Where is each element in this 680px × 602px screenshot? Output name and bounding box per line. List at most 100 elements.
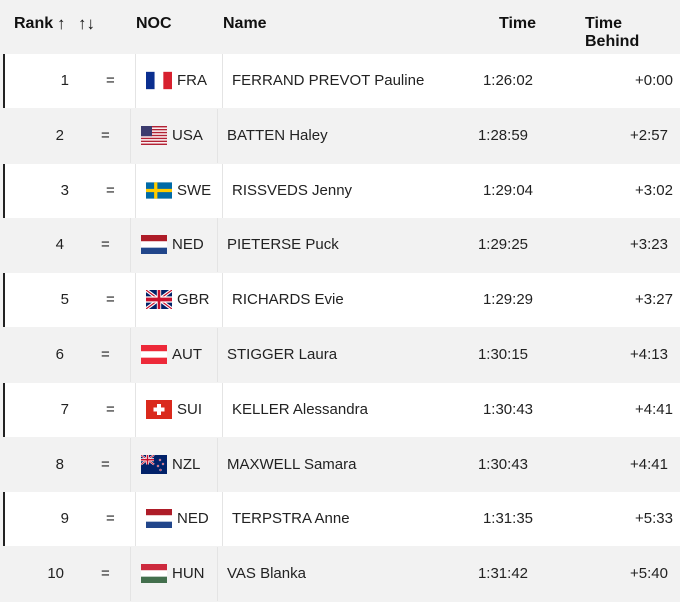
noc-code: AUT — [172, 346, 202, 363]
table-row[interactable]: 5 = GBR RICHARDS Evie 1:29:29 +3:27 — [3, 273, 680, 328]
time-cell: 1:29:25 — [477, 236, 528, 254]
time-behind-cell: +4:13 — [630, 346, 668, 363]
table-row[interactable]: 4 = NED PIETERSE Puck 1:29:25 +3:23 — [0, 218, 680, 273]
time-cell: 1:30:15 — [477, 346, 528, 363]
column-divider — [217, 328, 218, 382]
column-divider — [130, 437, 131, 492]
column-divider — [135, 163, 136, 218]
column-divider — [130, 547, 131, 602]
athlete-name-link[interactable]: RICHARDS Evie — [232, 291, 344, 309]
table-row[interactable]: 7 = SUI KELLER Alessandra 1:30:43 +4:41 — [3, 382, 680, 437]
column-divider — [130, 328, 131, 382]
rank-change-cell: = — [106, 510, 115, 528]
athlete-name-link[interactable]: BATTEN Haley — [227, 126, 328, 144]
column-divider — [130, 218, 131, 273]
time-cell: 1:26:02 — [482, 72, 533, 89]
noc-header: NOC — [136, 15, 172, 32]
noc-code: SUI — [177, 400, 203, 418]
athlete-name-link[interactable]: PIETERSE Puck — [227, 236, 339, 254]
column-divider — [217, 547, 218, 602]
noc-code: NED — [172, 236, 204, 254]
noc-code: NZL — [172, 455, 201, 473]
rank-cell: 1 — [60, 72, 69, 89]
time-cell: 1:29:29 — [482, 291, 533, 309]
flag-sweden-icon — [146, 181, 172, 200]
column-divider — [217, 108, 218, 163]
table-row[interactable]: 2 = USA BATTEN Haley 1:28:59 +2:57 — [0, 108, 680, 163]
flag-hungary-icon — [141, 564, 167, 584]
column-divider — [217, 437, 218, 492]
flag-austria-icon — [141, 345, 167, 364]
flag-netherlands-icon — [141, 235, 167, 255]
column-divider — [135, 382, 136, 437]
noc-code: USA — [172, 126, 203, 144]
athlete-name-link[interactable]: KELLER Alessandra — [232, 400, 368, 418]
rank-cell: 5 — [60, 291, 69, 309]
time-behind-cell: +3:02 — [635, 181, 673, 199]
noc-code: FRA — [177, 72, 207, 89]
rank-cell: 4 — [55, 236, 64, 254]
table-row[interactable]: 9 = NED TERPSTRA Anne 1:31:35 +5:33 — [3, 492, 680, 547]
time-cell: 1:30:43 — [477, 455, 528, 473]
time-behind-header: Time Behind — [585, 15, 640, 50]
time-behind-cell: +4:41 — [635, 400, 673, 418]
time-header: Time — [499, 15, 537, 32]
time-cell: 1:28:59 — [477, 126, 528, 144]
athlete-name-link[interactable]: RISSVEDS Jenny — [232, 181, 353, 199]
athlete-name-link[interactable]: VAS Blanka — [227, 565, 306, 583]
rank-cell: 6 — [55, 346, 64, 363]
athlete-name-link[interactable]: STIGGER Laura — [227, 346, 338, 363]
table-header: Rank ↑ ↑↓ NOC Name Time Time Behind — [0, 0, 680, 52]
table-row[interactable]: 6 = AUT STIGGER Laura 1:30:15 +4:13 — [0, 328, 680, 382]
rank-change-cell: = — [101, 236, 110, 254]
time-cell: 1:30:43 — [482, 400, 533, 418]
name-header: Name — [223, 15, 267, 32]
athlete-name-link[interactable]: TERPSTRA Anne — [232, 510, 350, 528]
sort-up-icon[interactable]: ↑ — [57, 14, 66, 33]
column-divider — [135, 492, 136, 547]
flag-switzerland-icon — [146, 399, 172, 419]
column-divider — [222, 382, 223, 437]
time-behind-cell: +2:57 — [630, 126, 668, 144]
rank-change-cell: = — [106, 181, 115, 199]
table-row[interactable]: 3 = SWE RISSVEDS Jenny 1:29:04 +3:02 — [3, 163, 680, 218]
sort-toggle-icon[interactable]: ↑↓ — [78, 14, 95, 33]
rank-change-cell: = — [101, 565, 110, 583]
flag-usa-icon — [141, 125, 167, 145]
rank-header[interactable]: Rank — [14, 15, 54, 32]
rank-cell: 8 — [55, 455, 64, 473]
time-behind-cell: +0:00 — [635, 72, 673, 89]
noc-code: NED — [177, 510, 209, 528]
rank-cell: 10 — [47, 565, 64, 583]
time-behind-cell: +3:27 — [635, 291, 673, 309]
flag-netherlands-icon — [146, 509, 172, 529]
table-row[interactable]: 8 = NZL MAXWELL Samara 1:30:43 +4:41 — [0, 437, 680, 492]
rank-cell: 7 — [60, 400, 69, 418]
rank-change-cell: = — [106, 400, 115, 418]
column-divider — [130, 108, 131, 163]
noc-code: GBR — [177, 291, 210, 309]
athlete-name-link[interactable]: MAXWELL Samara — [227, 455, 357, 473]
flag-new-zealand-icon — [141, 454, 167, 474]
rank-cell: 3 — [60, 181, 69, 199]
flag-uk-icon — [146, 290, 172, 310]
noc-code: HUN — [172, 565, 205, 583]
column-divider — [222, 273, 223, 328]
rank-change-cell: = — [101, 346, 110, 363]
rank-change-cell: = — [106, 291, 115, 309]
time-cell: 1:31:42 — [477, 565, 528, 583]
time-behind-cell: +5:33 — [635, 510, 673, 528]
rank-cell: 9 — [60, 510, 69, 528]
time-cell: 1:31:35 — [482, 510, 533, 528]
table-row[interactable]: 1 = FRA FERRAND PREVOT Pauline 1:26:02 +0:00 — [3, 54, 680, 108]
rank-change-cell: = — [101, 126, 110, 144]
table-row[interactable]: 10 = HUN VAS Blanka 1:31:42 +5:40 — [0, 547, 680, 602]
time-behind-cell: +5:40 — [630, 565, 668, 583]
column-divider — [222, 163, 223, 218]
column-divider — [222, 492, 223, 547]
athlete-name-link[interactable]: FERRAND PREVOT Pauline — [232, 72, 425, 89]
rank-change-cell: = — [101, 455, 110, 473]
column-divider — [217, 218, 218, 273]
rank-cell: 2 — [55, 126, 64, 144]
